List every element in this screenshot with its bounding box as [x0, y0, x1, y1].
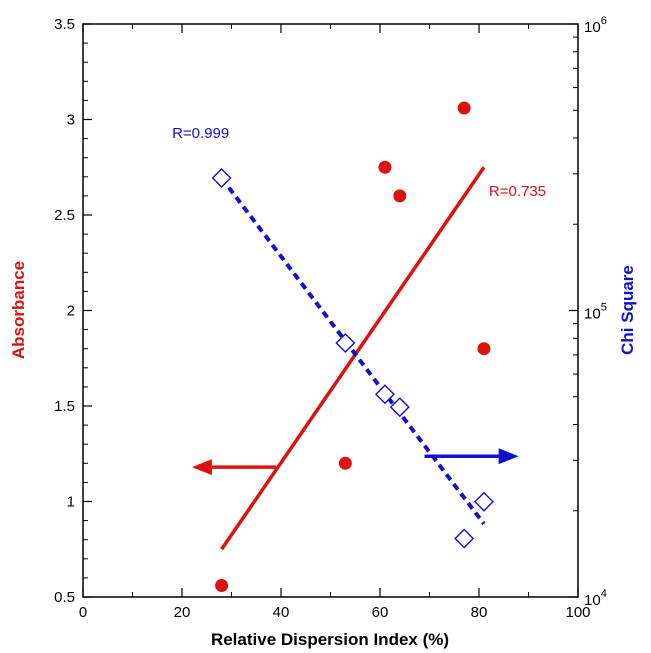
absorbance-point: [338, 456, 352, 470]
left-axis-arrow-head: [191, 459, 212, 476]
y-axis-title: Absorbance: [9, 261, 28, 359]
y-tick-label: 1.5: [54, 398, 75, 415]
absorbance-r-label: R=0.735: [489, 183, 546, 200]
fit-lines: [220, 166, 486, 551]
absorbance-point: [457, 101, 471, 115]
chi-square-point: [211, 168, 232, 189]
y2-axis-title: Chi Square: [618, 265, 637, 355]
absorbance-point: [393, 189, 407, 203]
plot-border: [82, 23, 579, 598]
y2-tick-label: 104: [584, 588, 607, 609]
y-tick-label: 0.5: [54, 589, 75, 606]
absorbance-point: [477, 342, 491, 356]
y2-axis-ticks: 104 105 106: [569, 15, 607, 609]
plot-frame: [82, 23, 579, 598]
x-axis-title: Relative Dispersion Index (%): [211, 630, 449, 649]
chi-square-point: [374, 384, 395, 405]
chi-square-fit-line: [220, 176, 486, 526]
annotations: R=0.735 R=0.999: [172, 125, 546, 200]
y-axis-ticks: 0.5 1 1.5 2 2.5 3 3.5: [54, 16, 92, 606]
axis-arrows: [191, 448, 519, 476]
x-axis-ticks: 0 20 40 60 80 100: [79, 24, 591, 621]
x-tick-label: 80: [471, 604, 488, 621]
absorbance-fit-line: [220, 166, 486, 551]
absorbance-point: [215, 579, 229, 593]
y-tick-label: 2: [67, 303, 75, 320]
x-tick-label: 100: [565, 604, 590, 621]
y-tick-label: 3: [67, 112, 75, 129]
chi-square-point: [473, 491, 494, 512]
x-tick-label: 20: [174, 604, 191, 621]
chi-square-point: [389, 397, 410, 418]
x-tick-label: 60: [372, 604, 389, 621]
y-tick-label: 2.5: [54, 207, 75, 224]
y-tick-label: 1: [67, 494, 75, 511]
chi-square-point: [335, 333, 356, 354]
y2-tick-label: 106: [584, 15, 607, 36]
chi-square-r-label: R=0.999: [172, 125, 229, 142]
chi-square-point: [454, 528, 475, 549]
right-axis-arrow-head: [498, 448, 519, 465]
x-tick-label: 0: [79, 604, 87, 621]
data-points: [211, 101, 494, 593]
absorbance-point: [378, 160, 392, 174]
y2-tick-label: 105: [584, 302, 607, 323]
y-tick-label: 3.5: [54, 16, 75, 33]
x-tick-label: 40: [273, 604, 290, 621]
